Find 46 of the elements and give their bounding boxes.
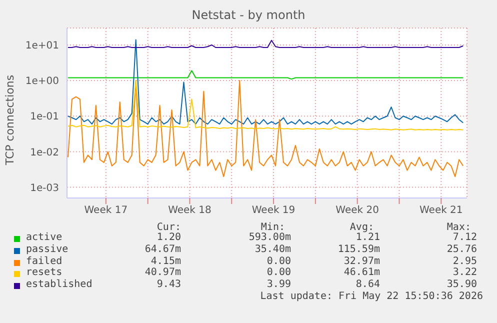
text: 4.15m (150, 256, 181, 267)
y-axis-title: TCP connections (4, 74, 16, 166)
legend-label: established (26, 279, 92, 290)
text: Cur: (156, 222, 181, 233)
legend-label: active (26, 232, 62, 243)
text: 40.97m (144, 267, 181, 278)
text: Max: (446, 222, 471, 233)
line-series (68, 80, 464, 178)
text: 32.97m (344, 256, 380, 267)
text: 2.95 (452, 256, 477, 267)
text: 25.76 (446, 244, 477, 255)
legend-label: passive (26, 244, 68, 255)
text: 0.00 (266, 256, 291, 267)
text: 7.12 (452, 232, 477, 243)
text: 115.59m (338, 244, 380, 255)
text: 35.90 (446, 279, 477, 290)
x-tick-label: Week 18 (168, 205, 212, 216)
text: Last update: Fri May 22 15:50:36 2026 (260, 291, 483, 302)
x-tick-label: Week 19 (252, 205, 296, 216)
chart-title: Netstat - by month (190, 8, 306, 22)
text: 3.99 (266, 279, 291, 290)
y-tick-label: 1e-03 (30, 182, 59, 194)
legend-label: failed (26, 256, 62, 267)
text: 3.22 (452, 267, 477, 278)
y-tick-label: 1e-01 (30, 112, 59, 123)
x-tick-label: Week 20 (336, 205, 379, 216)
line-series (68, 80, 464, 130)
legend-label: resets (26, 267, 62, 278)
y-tick-label: 1e-02 (30, 147, 59, 158)
text: 46.61m (344, 267, 380, 278)
line-series (68, 39, 464, 125)
x-tick-label: Week 17 (84, 205, 128, 216)
text: 35.40m (254, 244, 291, 255)
text: 1.21 (356, 232, 380, 243)
x-tick-label: Week 21 (419, 205, 463, 216)
text: Min: (260, 222, 285, 233)
text: 1.20 (156, 232, 181, 243)
text: 64.67m (144, 244, 181, 255)
text: 0.00 (266, 267, 291, 278)
text: 8.64 (356, 279, 380, 290)
y-tick-label: 1e+00 (25, 76, 59, 88)
text: 9.43 (156, 279, 181, 290)
text: Avg: (350, 222, 374, 233)
y-tick-label: 1e+01 (25, 40, 59, 52)
text: 593.00m (248, 232, 291, 243)
line-series (68, 40, 464, 48)
